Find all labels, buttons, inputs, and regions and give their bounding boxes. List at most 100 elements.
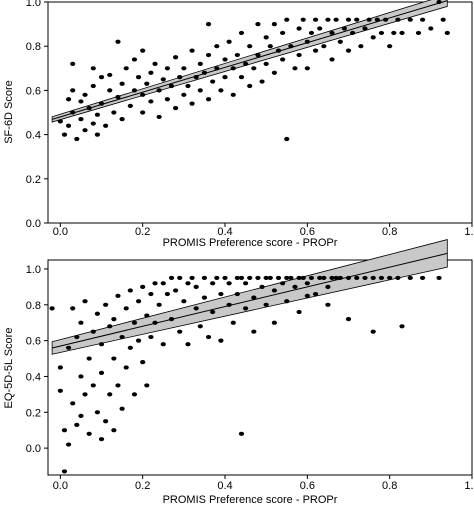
eq5d-data-point [115, 293, 121, 298]
sf6d-data-point [57, 119, 63, 124]
sf6d-data-point [284, 17, 290, 22]
eq5d-data-point [107, 392, 113, 397]
eq5d-data-point [140, 284, 146, 289]
eq5d-data-point [275, 275, 282, 281]
sf6d-data-point [164, 66, 170, 71]
eq5d-y-tick-label: 1.0 [26, 264, 41, 276]
sf6d-data-point [214, 66, 220, 71]
eq5d-data-point [57, 365, 63, 370]
sf6d-data-point [61, 132, 68, 137]
sf6d-data-point [94, 112, 100, 117]
eq5d-data-point [308, 275, 315, 281]
sf6d-y-tick-label: 0.2 [26, 174, 41, 186]
eq5d-y-tick-label: 0.4 [26, 371, 41, 383]
sf6d-data-point [181, 92, 187, 97]
sf6d-data-point [140, 92, 146, 97]
eq5d-y-tick-label: 0.2 [26, 407, 41, 419]
sf6d-data-point [115, 94, 121, 100]
sf6d-data-point [127, 103, 133, 108]
eq5d-data-point [201, 275, 208, 281]
eq5d-data-point [370, 275, 376, 281]
eq5d-data-point [296, 275, 302, 281]
sf6d-data-point [267, 44, 273, 49]
sf6d-data-point [304, 66, 310, 71]
eq5d-data-point [333, 275, 339, 281]
eq5d-data-point [185, 342, 191, 347]
eq5d-data-point [78, 320, 84, 325]
sf6d-data-point [350, 30, 356, 36]
eq5d-data-point [156, 302, 162, 307]
sf6d-data-point [428, 26, 434, 31]
sf6d-data-point [226, 39, 232, 44]
sf6d-x-tick-label: 0.2 [135, 226, 150, 238]
sf6d-data-point [271, 22, 278, 27]
sf6d-data-point [275, 48, 282, 53]
sf6d-data-point [82, 92, 88, 97]
sf6d-data-point [197, 88, 203, 93]
sf6d-data-point [370, 35, 376, 40]
eq5d-data-point [205, 334, 212, 340]
sf6d-data-point [391, 30, 397, 36]
sf6d-data-point [98, 75, 105, 80]
sf6d-data-point [103, 123, 109, 128]
sf6d-data-point [234, 52, 240, 58]
sf6d-data-point [284, 136, 290, 142]
eq5d-data-point [86, 431, 92, 436]
eq5d-data-point [70, 401, 76, 406]
eq5d-data-point [197, 324, 203, 329]
eq5d-data-point [49, 306, 55, 311]
eq5d-data-point [152, 281, 158, 286]
sf6d-data-point [325, 17, 331, 22]
eq5d-data-point [111, 428, 117, 433]
eq5d-data-point [74, 334, 80, 340]
eq5d-data-point [131, 320, 138, 325]
sf6d-data-point [173, 105, 179, 111]
sf6d-data-point [444, 30, 450, 36]
eq5d-data-point [144, 313, 150, 318]
sf6d-x-axis-label: PROMIS Preference score - PROPr [163, 237, 338, 249]
sf6d-data-point [296, 26, 302, 31]
eq5d-data-point [86, 356, 92, 361]
eq5d-data-point [119, 406, 125, 411]
sf6d-data-point [90, 66, 96, 71]
sf6d-data-point [255, 52, 261, 58]
eq5d-data-point [230, 320, 236, 325]
eq5d-data-point [263, 302, 269, 307]
sf6d-data-point [107, 88, 113, 93]
sf6d-data-point [197, 61, 203, 66]
eq5d-y-tick-label: 0.0 [26, 443, 41, 455]
sf6d-data-point [366, 17, 372, 22]
eq5d-data-point [164, 291, 170, 297]
eq5d-data-point [218, 338, 224, 343]
eq5d-data-point [74, 422, 80, 427]
eq5d-x-tick-label: 0.8 [382, 480, 397, 492]
sf6d-data-point [115, 39, 121, 44]
eq5d-data-point [168, 275, 175, 281]
eq5d-data-point [177, 275, 183, 281]
eq5d-y-tick-label: 0.6 [26, 336, 41, 348]
eq5d-data-point [201, 295, 208, 300]
sf6d-data-point [337, 39, 343, 44]
eq5d-data-point [160, 281, 166, 286]
sf6d-data-point [185, 83, 191, 89]
eq5d-x-tick-label: 1.0 [464, 480, 474, 492]
sf6d-x-tick-label: 0.6 [300, 226, 315, 238]
eq5d-data-point [193, 306, 199, 311]
eq5d-data-point [90, 383, 96, 388]
sf6d-axes: 0.0 0.2 0.4 0.6 0.8 1.0 0.0 0.2 0.4 0.6 0.8 1.0 [26, 0, 474, 238]
eq5d-data-point [247, 275, 253, 281]
eq5d-data-point [61, 428, 68, 433]
eq5d-data-point [98, 342, 105, 347]
sf6d-y-axis-label: SF-6D Score [3, 80, 15, 144]
eq5d-panel: 0.0 0.2 0.4 0.6 0.8 1.0 0.0 0.2 0.4 0.6 0.8 1.0 PRO… [3, 239, 474, 505]
eq5d-data-point [214, 275, 220, 281]
eq5d-data-point [399, 324, 405, 329]
eq5d-data-point [107, 324, 113, 329]
sf6d-data-point [218, 88, 224, 93]
eq5d-data-point [144, 383, 150, 388]
eq5d-data-point [284, 275, 290, 281]
sf6d-x-tick-label: 0.4 [217, 226, 232, 238]
eq5d-data-point [337, 275, 343, 281]
sf6d-x-tick-label: 0.8 [382, 226, 397, 238]
sf6d-regression-line [51, 0, 448, 120]
